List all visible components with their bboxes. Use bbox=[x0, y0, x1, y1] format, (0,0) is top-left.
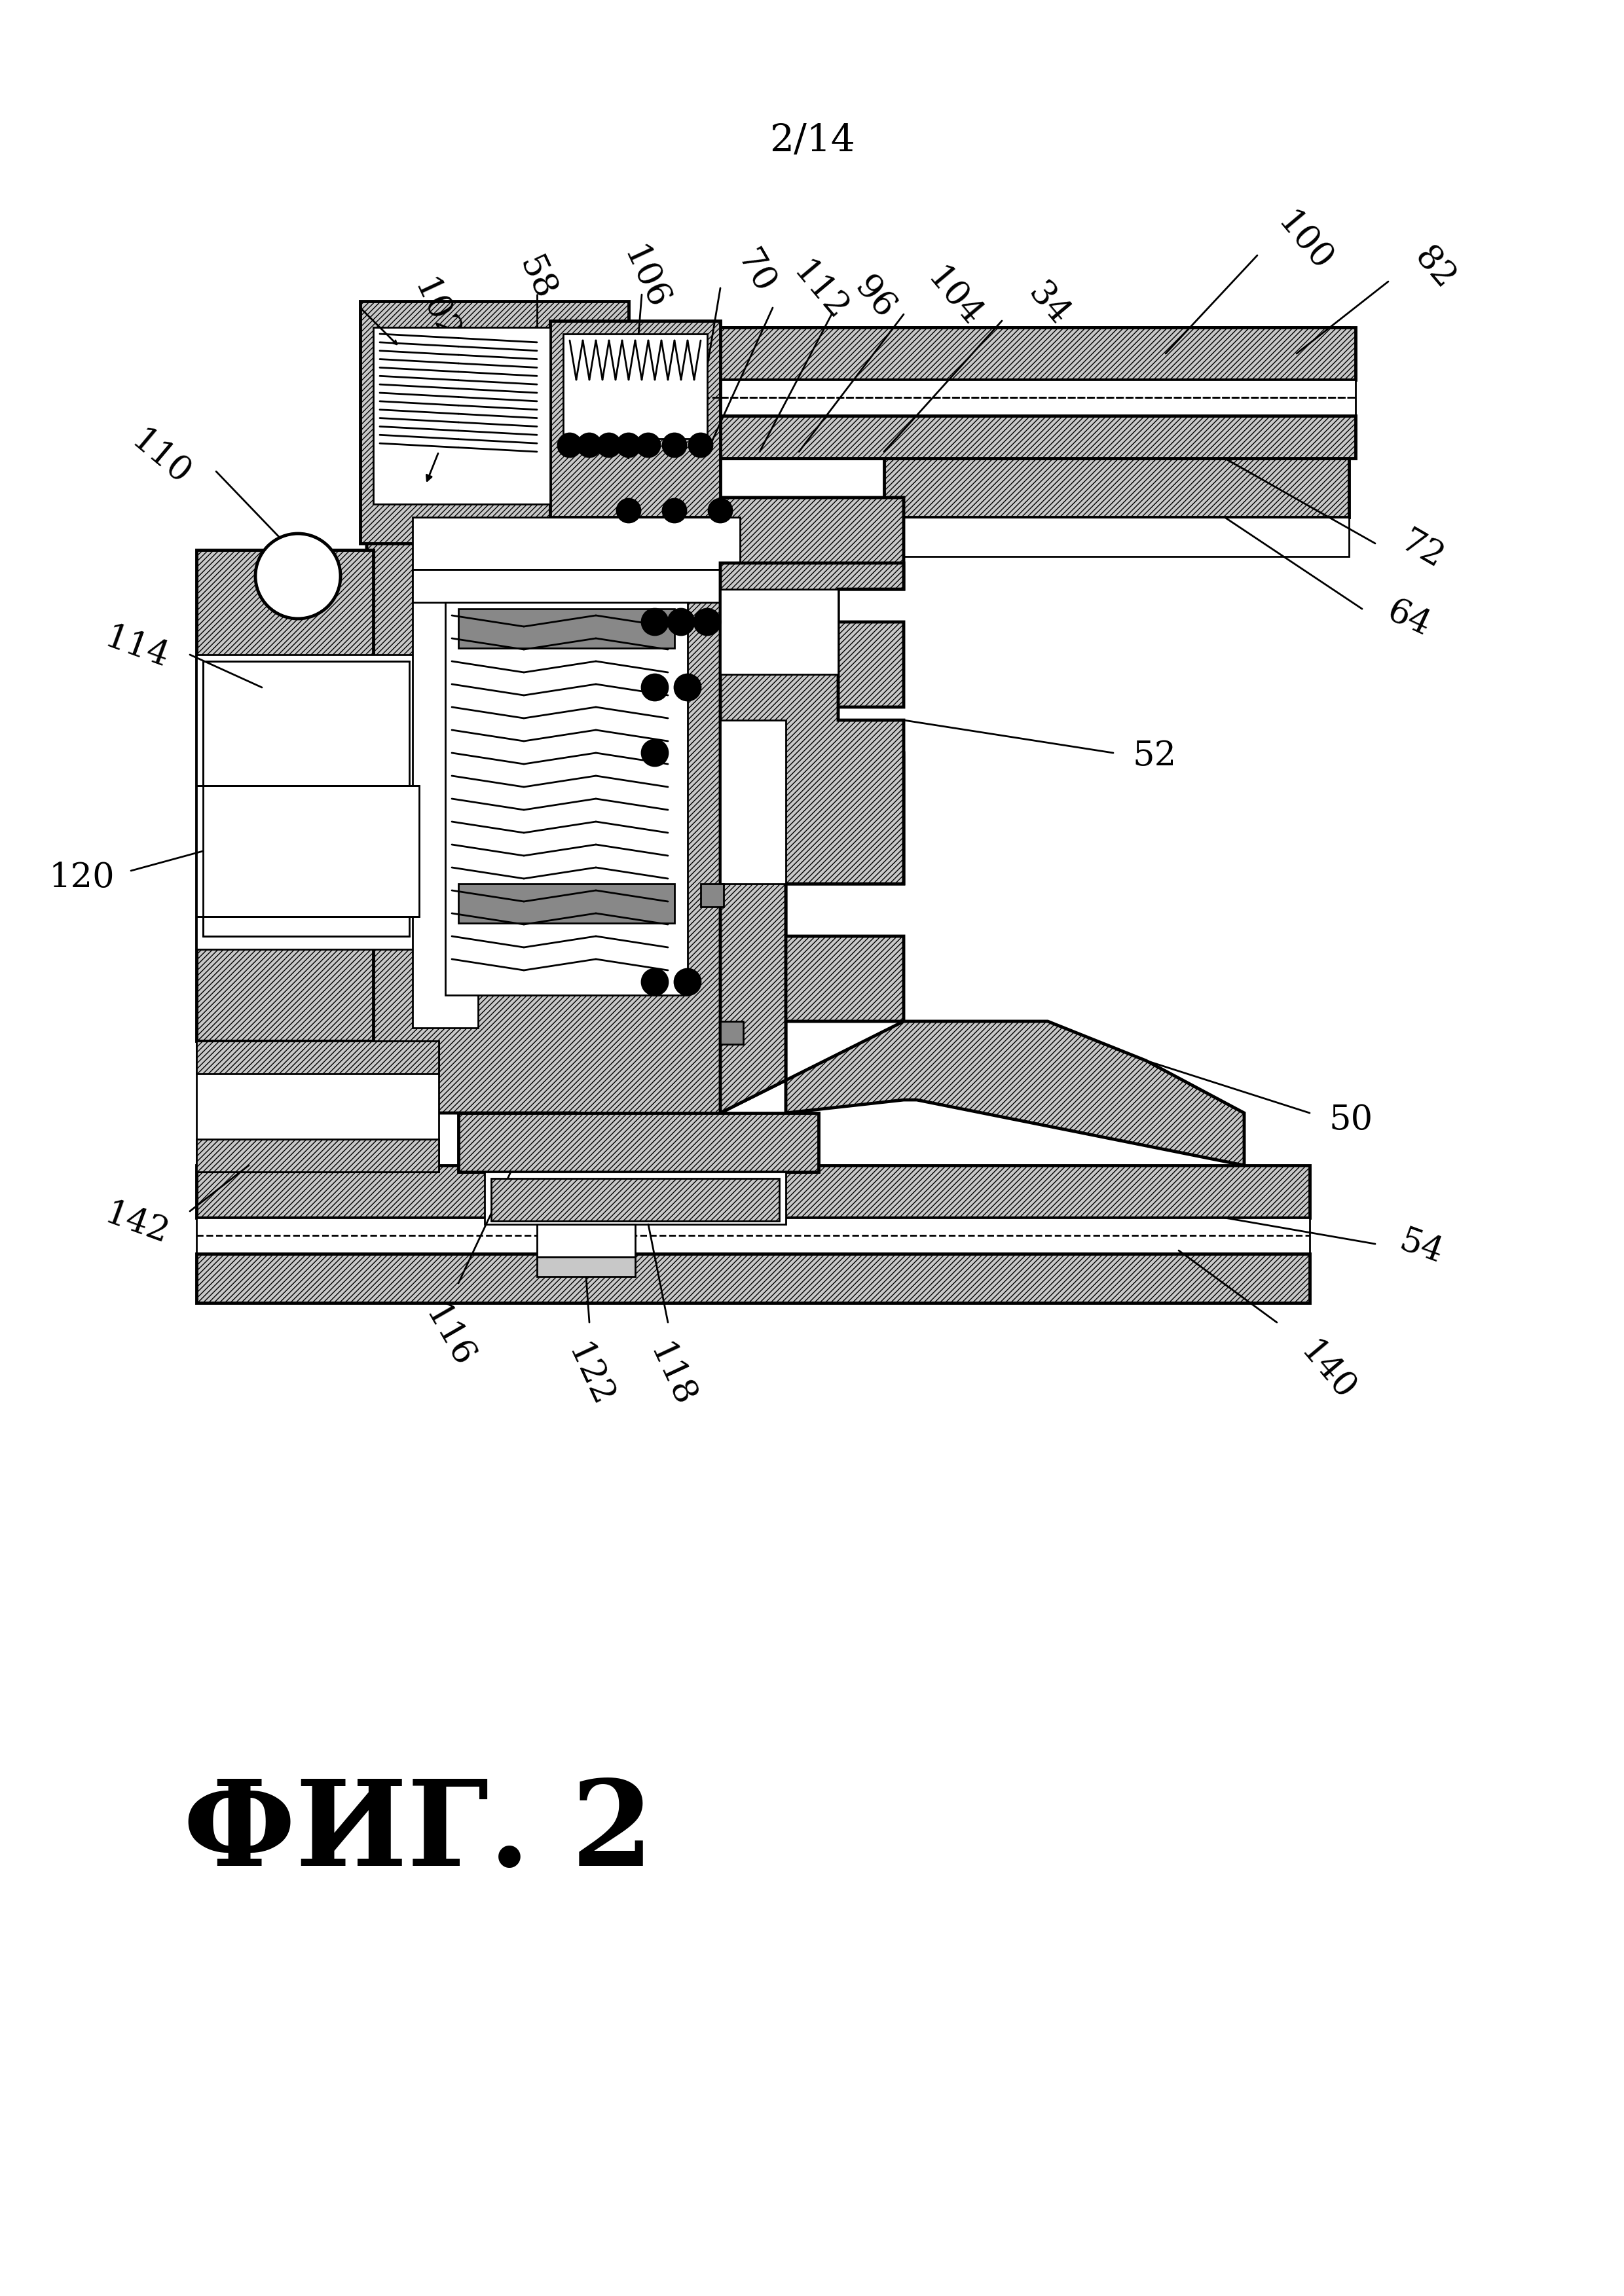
Text: 34: 34 bbox=[1021, 278, 1075, 333]
Text: 96: 96 bbox=[848, 271, 901, 326]
Circle shape bbox=[255, 533, 341, 618]
Polygon shape bbox=[786, 1022, 1244, 1166]
Circle shape bbox=[708, 498, 732, 523]
Bar bbox=[197, 1139, 438, 1171]
Text: 70: 70 bbox=[731, 243, 781, 298]
Text: 100: 100 bbox=[1270, 207, 1338, 278]
Bar bbox=[197, 1254, 1309, 1302]
Circle shape bbox=[641, 608, 667, 636]
Text: 142: 142 bbox=[101, 1196, 174, 1251]
Circle shape bbox=[617, 498, 640, 523]
Bar bbox=[197, 1040, 438, 1075]
Bar bbox=[197, 1217, 1309, 1254]
Bar bbox=[197, 1166, 1309, 1217]
Text: 2/14: 2/14 bbox=[770, 122, 854, 158]
Circle shape bbox=[667, 608, 693, 636]
Bar bbox=[197, 654, 419, 948]
Text: 64: 64 bbox=[1382, 595, 1436, 643]
Text: 82: 82 bbox=[1408, 241, 1462, 296]
Bar bbox=[197, 785, 419, 916]
Polygon shape bbox=[361, 301, 628, 544]
Circle shape bbox=[693, 608, 721, 636]
Bar bbox=[538, 1256, 635, 1277]
Bar bbox=[721, 328, 1350, 379]
Text: 54: 54 bbox=[1395, 1224, 1447, 1270]
Bar bbox=[197, 1040, 438, 1171]
Bar bbox=[197, 551, 374, 1040]
Bar bbox=[484, 1171, 786, 1224]
Bar bbox=[374, 328, 551, 505]
Circle shape bbox=[674, 675, 700, 700]
Bar bbox=[721, 379, 1350, 416]
Circle shape bbox=[663, 434, 687, 457]
Circle shape bbox=[578, 434, 601, 457]
Circle shape bbox=[617, 434, 640, 457]
Bar bbox=[490, 1178, 780, 1221]
Text: 106: 106 bbox=[615, 241, 674, 315]
Bar bbox=[445, 602, 687, 994]
Circle shape bbox=[559, 434, 581, 457]
Text: 122: 122 bbox=[560, 1339, 619, 1412]
Polygon shape bbox=[721, 563, 903, 1114]
Bar bbox=[203, 661, 409, 937]
Bar bbox=[458, 608, 674, 647]
Text: 114: 114 bbox=[101, 622, 174, 675]
Bar bbox=[721, 416, 1350, 459]
Circle shape bbox=[641, 969, 667, 994]
Polygon shape bbox=[367, 498, 903, 1146]
Text: 116: 116 bbox=[417, 1300, 479, 1373]
Text: 118: 118 bbox=[641, 1339, 700, 1412]
Bar bbox=[615, 328, 1356, 379]
Bar bbox=[564, 333, 706, 439]
Circle shape bbox=[637, 434, 659, 457]
Circle shape bbox=[689, 434, 713, 457]
Bar bbox=[412, 517, 741, 569]
Bar bbox=[412, 569, 741, 602]
Circle shape bbox=[641, 675, 667, 700]
Circle shape bbox=[674, 969, 700, 994]
Text: 52: 52 bbox=[1134, 739, 1177, 774]
Bar bbox=[615, 416, 1356, 459]
Text: 112: 112 bbox=[786, 255, 854, 328]
Bar bbox=[458, 1114, 818, 1171]
Text: 50: 50 bbox=[1330, 1102, 1374, 1137]
Bar bbox=[721, 721, 786, 884]
Bar bbox=[883, 459, 1350, 517]
Bar bbox=[700, 884, 724, 907]
Text: 104: 104 bbox=[921, 262, 987, 333]
Circle shape bbox=[663, 498, 687, 523]
Bar bbox=[721, 590, 838, 675]
Circle shape bbox=[641, 739, 667, 767]
Text: 102: 102 bbox=[406, 273, 464, 349]
Bar bbox=[538, 1224, 635, 1256]
Text: 72: 72 bbox=[1395, 523, 1450, 576]
Text: ФИГ. 2: ФИГ. 2 bbox=[184, 1775, 653, 1890]
Bar bbox=[412, 569, 477, 1029]
Bar bbox=[551, 321, 721, 517]
Bar bbox=[615, 379, 1356, 416]
Text: 58: 58 bbox=[513, 250, 562, 305]
Bar bbox=[883, 517, 1350, 556]
Text: 120: 120 bbox=[49, 861, 115, 893]
Text: 140: 140 bbox=[1293, 1336, 1361, 1407]
Circle shape bbox=[598, 434, 620, 457]
Bar bbox=[721, 1022, 744, 1045]
Text: 110: 110 bbox=[125, 425, 197, 491]
Bar bbox=[458, 884, 674, 923]
